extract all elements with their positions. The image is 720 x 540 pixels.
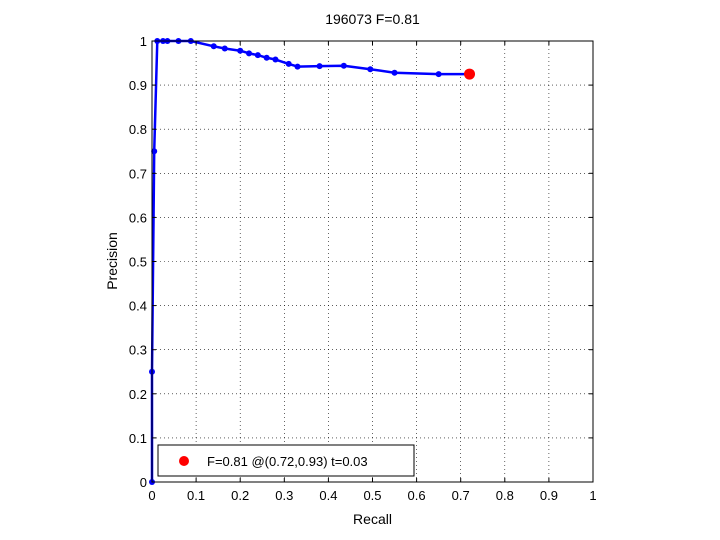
best-f-point: [464, 68, 476, 80]
data-point: [340, 62, 347, 69]
grid-lines: [152, 41, 593, 482]
data-point: [263, 54, 270, 61]
data-point: [151, 148, 158, 155]
data-point: [391, 69, 398, 76]
legend-marker: [179, 456, 189, 466]
y-tick-label: 0.1: [129, 431, 147, 446]
y-tick-label: 0.4: [129, 299, 147, 314]
y-tick-label: 0.3: [129, 343, 147, 358]
x-tick-label: 1: [589, 488, 596, 503]
chart-title: 196073 F=0.81: [325, 11, 420, 27]
x-tick-label: 0.6: [408, 488, 426, 503]
x-tick-label: 0.5: [363, 488, 381, 503]
x-tick-label: 0.2: [231, 488, 249, 503]
legend-box: [157, 444, 415, 477]
y-tick-label: 0.6: [129, 210, 147, 225]
data-point: [294, 63, 301, 70]
x-axis-title: Recall: [353, 511, 392, 527]
legend: F=0.81 @(0.72,0.93) t=0.03: [157, 444, 415, 477]
data-point: [316, 63, 323, 70]
x-tick-label: 0.7: [452, 488, 470, 503]
y-tick-label: 0.9: [129, 78, 147, 93]
data-point: [221, 45, 228, 52]
data-point: [285, 60, 292, 67]
data-point: [435, 71, 442, 78]
y-tick-label: 0: [140, 475, 147, 490]
tick-layer: 0 0.1 0.2 0.3 0.4 0.5 0.6 0.7 0.8 0.9 1 0 0.1 0.2 0.3 0…: [129, 34, 597, 503]
y-tick-label: 0.7: [129, 166, 147, 181]
x-tick-label: 0.4: [319, 488, 337, 503]
y-tick-label: 1: [140, 34, 147, 49]
x-tick-label: 0: [148, 488, 155, 503]
data-point: [367, 66, 374, 73]
data-point: [246, 50, 253, 57]
y-axis-title: Precision: [104, 232, 120, 290]
legend-label: F=0.81 @(0.72,0.93) t=0.03: [207, 454, 368, 469]
data-point: [272, 56, 279, 63]
x-tick-label: 0.1: [187, 488, 205, 503]
y-tick-label: 0.8: [129, 122, 147, 137]
x-tick-label: 0.8: [496, 488, 514, 503]
y-tick-label: 0.2: [129, 387, 147, 402]
data-point: [237, 47, 244, 54]
x-tick-label: 0.3: [275, 488, 293, 503]
y-tick-label: 0.5: [129, 255, 147, 270]
data-point: [254, 52, 261, 59]
data-point: [210, 43, 217, 50]
x-tick-label: 0.9: [540, 488, 558, 503]
